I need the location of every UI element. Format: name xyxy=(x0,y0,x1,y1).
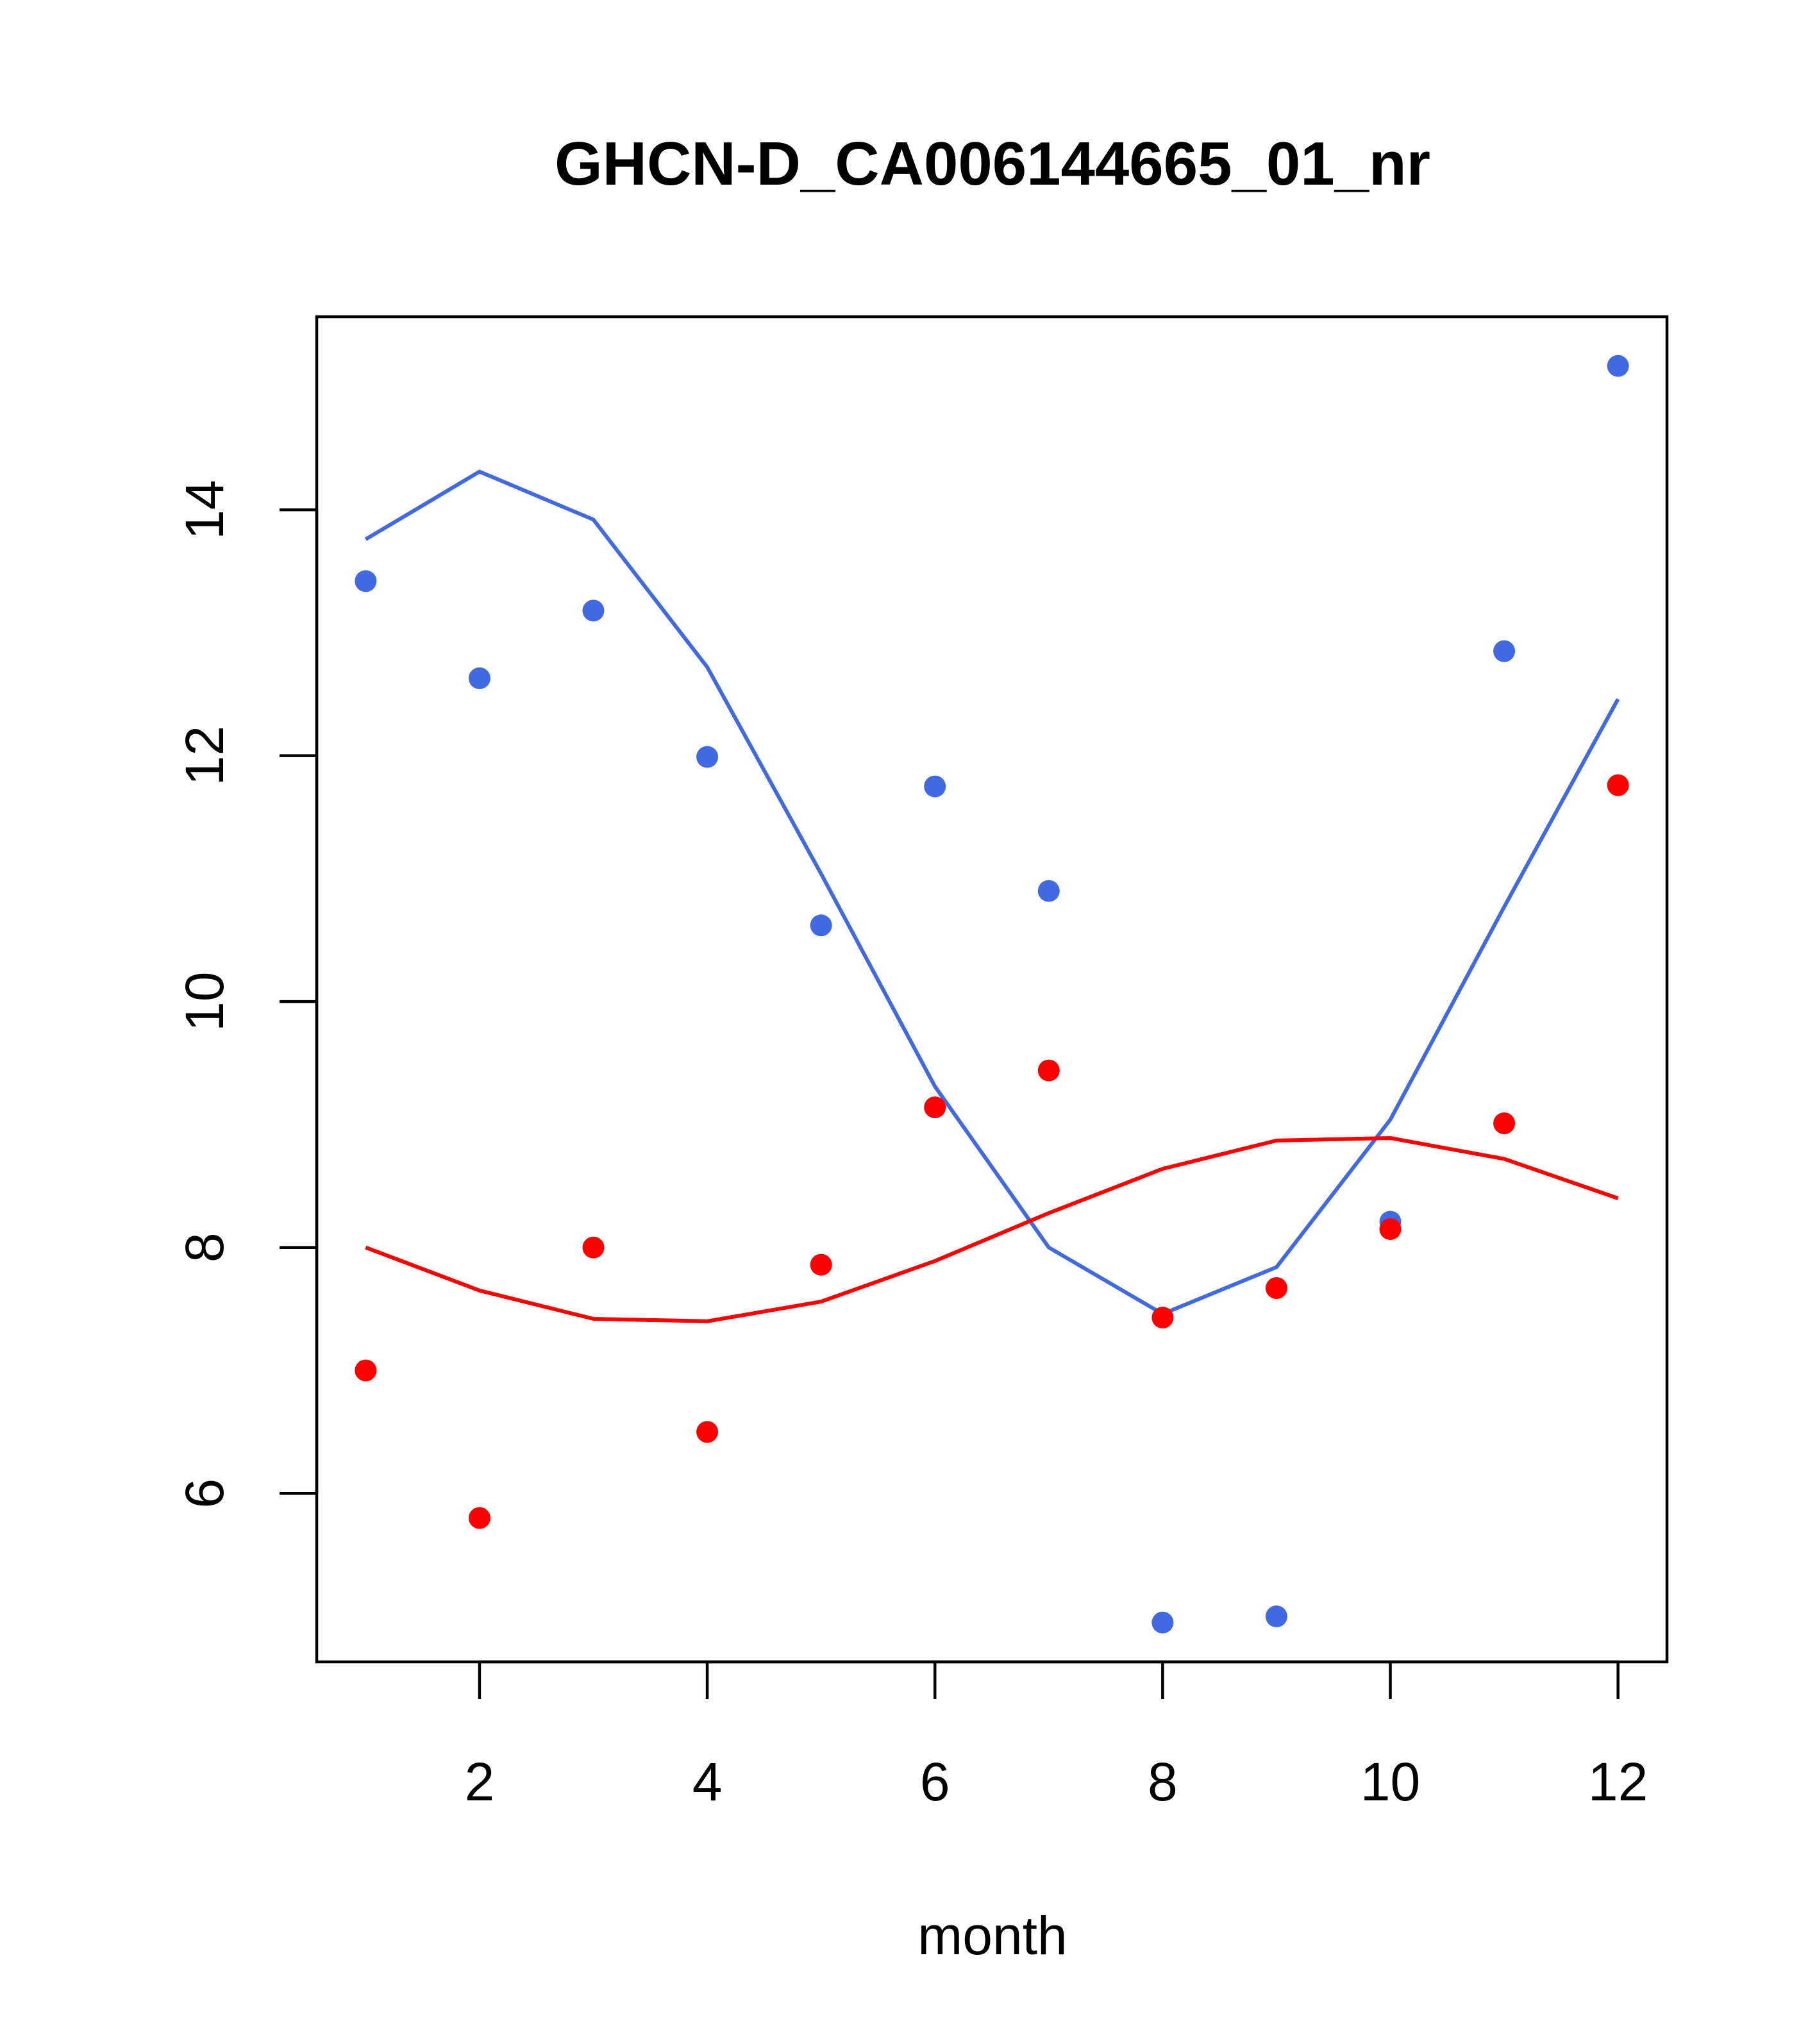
series-0-point xyxy=(1265,1605,1287,1628)
chart-title: GHCN-D_CA006144665_01_nr xyxy=(555,130,1430,198)
series-0-point xyxy=(696,746,719,768)
y-tick-label: 12 xyxy=(174,726,235,785)
series-1-line xyxy=(365,1136,1619,1323)
series-0-point xyxy=(1607,355,1629,377)
series-0-point xyxy=(582,599,605,622)
y-tick-label: 10 xyxy=(174,971,235,1031)
series-layer xyxy=(355,355,1629,1634)
series-0-point xyxy=(1037,880,1060,902)
y-tick-label: 8 xyxy=(174,1232,235,1262)
series-1-point xyxy=(582,1236,605,1259)
x-tick-label: 4 xyxy=(692,1752,723,1812)
y-axis: 6 8 10 12 14 xyxy=(174,480,319,1509)
series-0-line xyxy=(364,469,1620,1316)
x-tick-label: 8 xyxy=(1148,1752,1178,1812)
series-1-point xyxy=(1607,774,1629,796)
x-tick-label: 2 xyxy=(465,1752,495,1812)
series-1-point xyxy=(1379,1218,1402,1240)
x-tick-label: 10 xyxy=(1361,1752,1420,1812)
series-0 xyxy=(355,355,1629,1634)
y-tick-label: 6 xyxy=(174,1479,235,1509)
series-1-point xyxy=(924,1096,946,1119)
series-0-point xyxy=(355,570,377,592)
series-0-point xyxy=(468,667,490,689)
x-axis: 2 4 6 8 10 12 xyxy=(465,1660,1648,1812)
series-0-point xyxy=(1493,640,1516,662)
series-1-point xyxy=(355,1359,377,1382)
series-0-point xyxy=(924,775,946,798)
series-1-point xyxy=(468,1507,490,1529)
series-0-point xyxy=(810,914,832,937)
series-1-point xyxy=(1265,1277,1287,1300)
series-0-point xyxy=(1151,1611,1174,1634)
x-tick-label: 6 xyxy=(920,1752,950,1812)
y-tick-label: 14 xyxy=(174,480,235,539)
series-1-point xyxy=(696,1421,719,1443)
series-1-point xyxy=(810,1253,832,1276)
series-1-point xyxy=(1493,1112,1516,1135)
plot-frame xyxy=(315,315,1669,1664)
series-1-point xyxy=(1037,1059,1060,1082)
x-axis-label: month xyxy=(917,1906,1067,1966)
series-1-point xyxy=(1151,1307,1174,1329)
series-1 xyxy=(355,774,1629,1529)
x-tick-label: 12 xyxy=(1588,1752,1648,1812)
